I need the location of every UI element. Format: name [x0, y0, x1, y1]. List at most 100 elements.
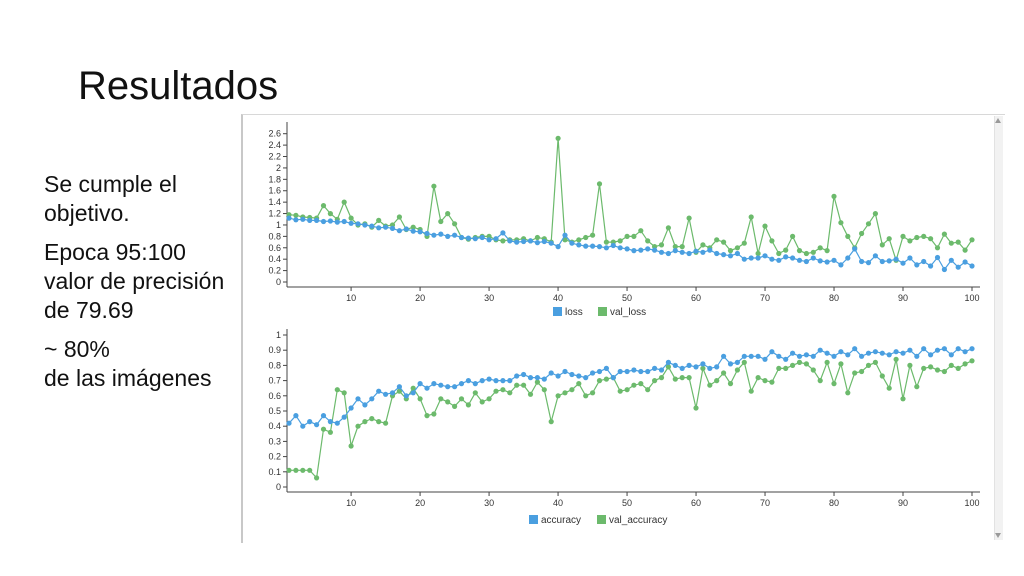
data-point-accuracy	[900, 350, 906, 356]
bullet-item: ~ 80% de las imágenes	[44, 336, 212, 391]
data-point-accuracy	[500, 378, 506, 384]
data-point-val_loss	[638, 228, 644, 234]
data-point-val_loss	[865, 221, 872, 227]
legend-label-accuracy[interactable]: accuracy	[541, 515, 581, 526]
data-point-val_accuracy	[755, 375, 761, 381]
data-point-loss	[383, 224, 389, 230]
data-point-accuracy	[783, 356, 789, 362]
data-point-val_accuracy	[776, 365, 782, 371]
data-point-loss	[900, 260, 906, 266]
data-point-val_accuracy	[507, 390, 513, 396]
data-point-accuracy	[617, 368, 623, 375]
series-line-val_loss	[288, 138, 973, 263]
data-point-val_loss	[790, 233, 796, 239]
legend-swatch-loss[interactable]	[553, 307, 562, 316]
data-point-loss	[286, 215, 292, 221]
data-point-loss	[769, 256, 775, 262]
data-point-val_accuracy	[493, 388, 499, 394]
data-point-loss	[803, 258, 810, 265]
data-point-loss	[707, 247, 713, 253]
scroll-down-arrow-icon[interactable]	[995, 533, 1001, 538]
data-point-accuracy	[790, 350, 796, 356]
data-point-loss	[583, 243, 589, 249]
data-point-val_accuracy	[293, 467, 299, 473]
data-point-loss	[783, 254, 789, 260]
data-point-val_accuracy	[527, 391, 534, 397]
bullet-item: Epoca 95:100 valor de precisión de 79.69	[44, 239, 225, 323]
x-tick-label: 90	[898, 293, 908, 303]
data-point-loss	[741, 256, 747, 262]
data-point-loss	[679, 249, 685, 255]
data-point-accuracy	[817, 347, 823, 353]
y-tick-label: 2	[276, 163, 281, 173]
data-point-accuracy	[590, 370, 596, 376]
legend-swatch-val_accuracy[interactable]	[597, 515, 606, 524]
data-point-val_accuracy	[900, 396, 906, 402]
data-point-val_accuracy	[734, 367, 741, 373]
data-point-val_accuracy	[320, 426, 327, 432]
data-point-loss	[631, 248, 637, 254]
legend-swatch-accuracy[interactable]	[529, 515, 538, 524]
legend-label-val_loss[interactable]: val_loss	[610, 307, 646, 318]
data-point-val_accuracy	[852, 370, 858, 376]
data-point-loss	[327, 218, 333, 224]
data-point-accuracy	[403, 393, 409, 399]
data-point-accuracy	[886, 352, 892, 358]
data-point-val_loss	[803, 250, 810, 257]
data-point-val_loss	[624, 233, 630, 239]
scroll-up-arrow-icon[interactable]	[995, 118, 1001, 123]
scrollbar[interactable]	[994, 116, 1003, 540]
data-point-val_accuracy	[645, 387, 651, 393]
data-point-accuracy	[831, 353, 837, 359]
data-point-val_loss	[776, 250, 782, 257]
data-point-val_loss	[672, 244, 678, 250]
data-point-accuracy	[307, 419, 313, 425]
data-point-loss	[969, 263, 975, 269]
data-point-accuracy	[714, 364, 720, 370]
data-point-val_loss	[631, 233, 637, 239]
data-point-loss	[548, 240, 554, 246]
data-point-val_accuracy	[810, 367, 816, 373]
x-tick-label: 30	[484, 498, 494, 508]
y-tick-label: 0.3	[268, 436, 281, 446]
data-point-val_loss	[665, 225, 672, 231]
data-point-loss	[686, 250, 692, 257]
data-point-val_accuracy	[934, 367, 941, 373]
data-point-loss	[617, 245, 623, 251]
data-point-accuracy	[465, 378, 471, 384]
data-point-val_loss	[438, 218, 444, 225]
data-point-loss	[790, 255, 796, 261]
data-point-loss	[314, 217, 320, 223]
legend-label-loss[interactable]: loss	[565, 307, 583, 318]
data-point-accuracy	[645, 368, 651, 375]
x-tick-label: 80	[829, 498, 839, 508]
data-point-val_loss	[658, 242, 665, 248]
data-point-val_loss	[748, 214, 754, 220]
legend-swatch-val_loss[interactable]	[598, 307, 607, 316]
data-point-accuracy	[431, 381, 437, 387]
data-point-accuracy	[665, 359, 672, 365]
data-point-val_loss	[410, 224, 416, 230]
data-point-val_accuracy	[845, 390, 851, 396]
data-point-accuracy	[355, 396, 361, 402]
legend-label-val_accuracy[interactable]: val_accuracy	[609, 515, 667, 526]
data-point-val_accuracy	[590, 390, 596, 396]
data-point-loss	[534, 240, 541, 246]
data-point-accuracy	[955, 346, 961, 352]
x-tick-label: 20	[415, 498, 425, 508]
data-point-loss	[748, 255, 754, 261]
data-point-accuracy	[472, 381, 478, 387]
data-point-loss	[472, 236, 478, 242]
data-point-accuracy	[707, 365, 713, 371]
data-point-loss	[576, 242, 582, 248]
data-point-val_accuracy	[479, 399, 485, 405]
data-point-loss	[452, 232, 458, 238]
data-point-accuracy	[928, 352, 934, 358]
data-point-val_accuracy	[583, 393, 589, 399]
data-point-val_accuracy	[941, 368, 948, 375]
data-point-loss	[665, 250, 672, 257]
chart-frame	[241, 114, 1005, 543]
data-point-val_loss	[348, 215, 354, 221]
data-point-accuracy	[534, 375, 541, 381]
data-point-val_accuracy	[431, 411, 437, 417]
